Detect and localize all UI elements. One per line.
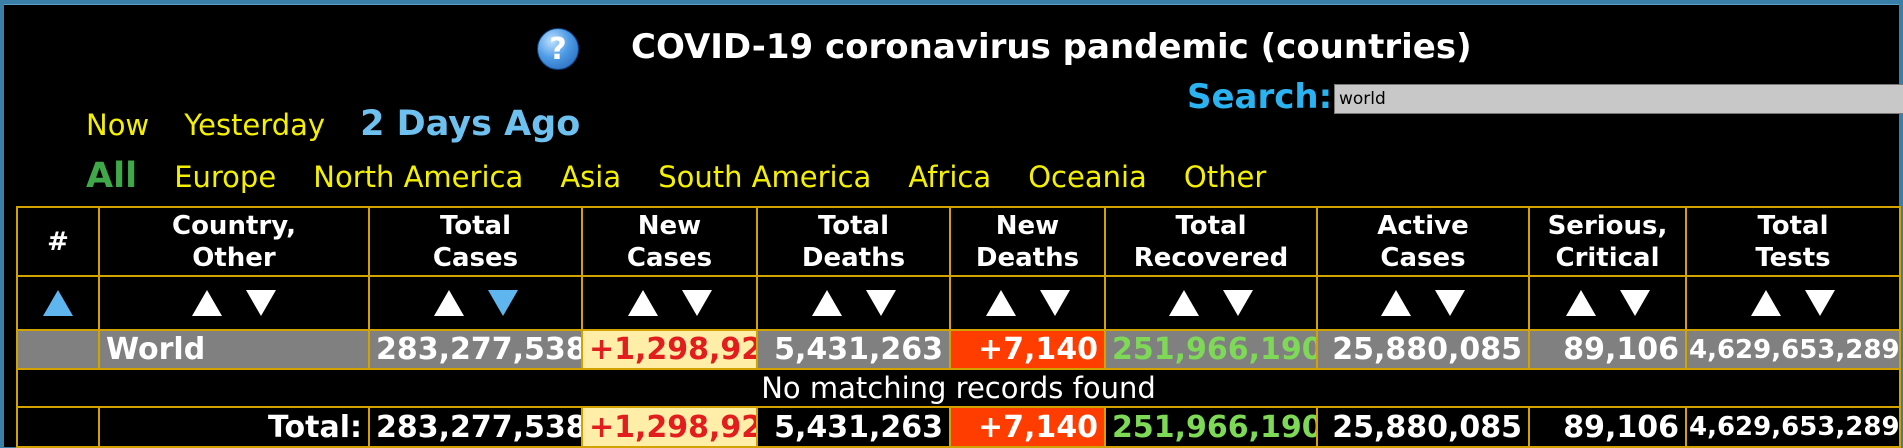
cell-new-cases: +1,298,925 [581, 329, 758, 370]
table-row-total: Total: 283,277,538 +1,298,925 5,431,263 … [16, 406, 1901, 448]
column-header-new-deaths[interactable]: New Deaths [949, 206, 1106, 277]
filter-2-days-ago[interactable]: 2 Days Ago [360, 104, 581, 144]
cell-new-deaths: +7,140 [949, 406, 1106, 448]
column-header-new-cases[interactable]: New Cases [581, 206, 758, 277]
sort-descending-icon[interactable] [1435, 290, 1465, 316]
cell-active-cases: 25,880,085 [1316, 406, 1530, 448]
column-header-total-cases[interactable]: Total Cases [368, 206, 583, 277]
sort-cell-serious-critical [1528, 275, 1687, 331]
sort-ascending-icon[interactable] [433, 290, 464, 316]
sort-cell-total-cases [368, 275, 583, 331]
question-circle-icon[interactable]: ? [537, 28, 579, 70]
filter-now[interactable]: Now [86, 108, 150, 142]
region-all[interactable]: All [86, 156, 138, 196]
sort-ascending-icon[interactable] [811, 290, 842, 316]
sort-ascending-icon[interactable] [43, 290, 73, 316]
sort-cell-country [98, 275, 370, 331]
cell-total-cases: 283,277,538 [368, 329, 583, 370]
no-records-row: No matching records found [16, 368, 1901, 408]
sort-ascending-icon[interactable] [1565, 290, 1596, 316]
region-oceania[interactable]: Oceania [1028, 160, 1147, 194]
column-header-rank[interactable]: # [16, 206, 100, 277]
region-north-america[interactable]: North America [313, 160, 524, 194]
region-europe[interactable]: Europe [174, 160, 277, 194]
covid-data-table: # Country, Other Total Cases New Cases T… [16, 206, 1901, 448]
search-input[interactable] [1334, 84, 1903, 114]
region-asia[interactable]: Asia [560, 160, 622, 194]
sort-descending-icon[interactable] [1223, 290, 1253, 316]
cell-country: World [98, 329, 370, 370]
cell-total-tests: 4,629,653,289 [1685, 406, 1901, 448]
cell-serious-critical: 89,106 [1528, 329, 1687, 370]
sort-ascending-icon[interactable] [985, 290, 1016, 316]
region-other[interactable]: Other [1183, 160, 1267, 194]
cell-rank [16, 406, 100, 448]
sort-cell-total-deaths [756, 275, 951, 331]
cell-new-cases: +1,298,925 [581, 406, 758, 448]
filter-yesterday[interactable]: Yesterday [184, 108, 326, 142]
column-header-total-deaths[interactable]: Total Deaths [756, 206, 951, 277]
main-panel: ? COVID-19 coronavirus pandemic (countri… [4, 4, 1903, 448]
cell-total-deaths: 5,431,263 [756, 329, 951, 370]
cell-total-deaths: 5,431,263 [756, 406, 951, 448]
sort-descending-icon[interactable] [1619, 290, 1650, 316]
sort-ascending-icon[interactable] [627, 290, 658, 316]
column-header-serious-critical[interactable]: Serious, Critical [1528, 206, 1687, 277]
cell-serious-critical: 89,106 [1528, 406, 1687, 448]
region-africa[interactable]: Africa [908, 160, 992, 194]
cell-total-label: Total: [98, 406, 370, 448]
sort-ascending-icon[interactable] [1169, 290, 1199, 316]
sort-cell-total-recovered [1104, 275, 1318, 331]
region-south-america[interactable]: South America [658, 160, 872, 194]
sort-descending-icon[interactable] [1805, 290, 1835, 316]
column-header-total-recovered[interactable]: Total Recovered [1104, 206, 1318, 277]
column-header-total-tests[interactable]: Total Tests [1685, 206, 1901, 277]
column-header-active-cases[interactable]: Active Cases [1316, 206, 1530, 277]
region-filter-bar: All Europe North America Asia South Amer… [86, 156, 1298, 196]
table-row-world: World 283,277,538 +1,298,925 5,431,263 +… [16, 329, 1901, 370]
cell-total-cases: 283,277,538 [368, 406, 583, 448]
cell-rank [16, 329, 100, 370]
page-title: COVID-19 coronavirus pandemic (countries… [631, 27, 1472, 67]
cell-new-deaths: +7,140 [949, 329, 1106, 370]
cell-total-recovered: 251,966,190 [1104, 406, 1318, 448]
no-records-message: No matching records found [16, 368, 1901, 408]
sort-ascending-icon[interactable] [1751, 290, 1781, 316]
sort-cell-total-tests [1685, 275, 1901, 331]
sort-cell-new-deaths [949, 275, 1106, 331]
search-label: Search: [1187, 77, 1333, 117]
sort-cell-rank [16, 275, 100, 331]
sort-controls-row [16, 275, 1901, 331]
sort-ascending-icon[interactable] [192, 290, 222, 316]
sort-cell-active-cases [1316, 275, 1530, 331]
sort-descending-icon[interactable] [1039, 290, 1070, 316]
sort-descending-icon[interactable] [487, 290, 518, 316]
cell-total-tests: 4,629,653,289 [1685, 329, 1901, 370]
column-header-country[interactable]: Country, Other [98, 206, 370, 277]
sort-descending-icon[interactable] [865, 290, 896, 316]
cell-total-recovered: 251,966,190 [1104, 329, 1318, 370]
sort-descending-icon[interactable] [246, 290, 276, 316]
sort-ascending-icon[interactable] [1381, 290, 1411, 316]
sort-descending-icon[interactable] [681, 290, 712, 316]
day-filter-bar: Now Yesterday 2 Days Ago [86, 104, 610, 144]
sort-cell-new-cases [581, 275, 758, 331]
cell-active-cases: 25,880,085 [1316, 329, 1530, 370]
